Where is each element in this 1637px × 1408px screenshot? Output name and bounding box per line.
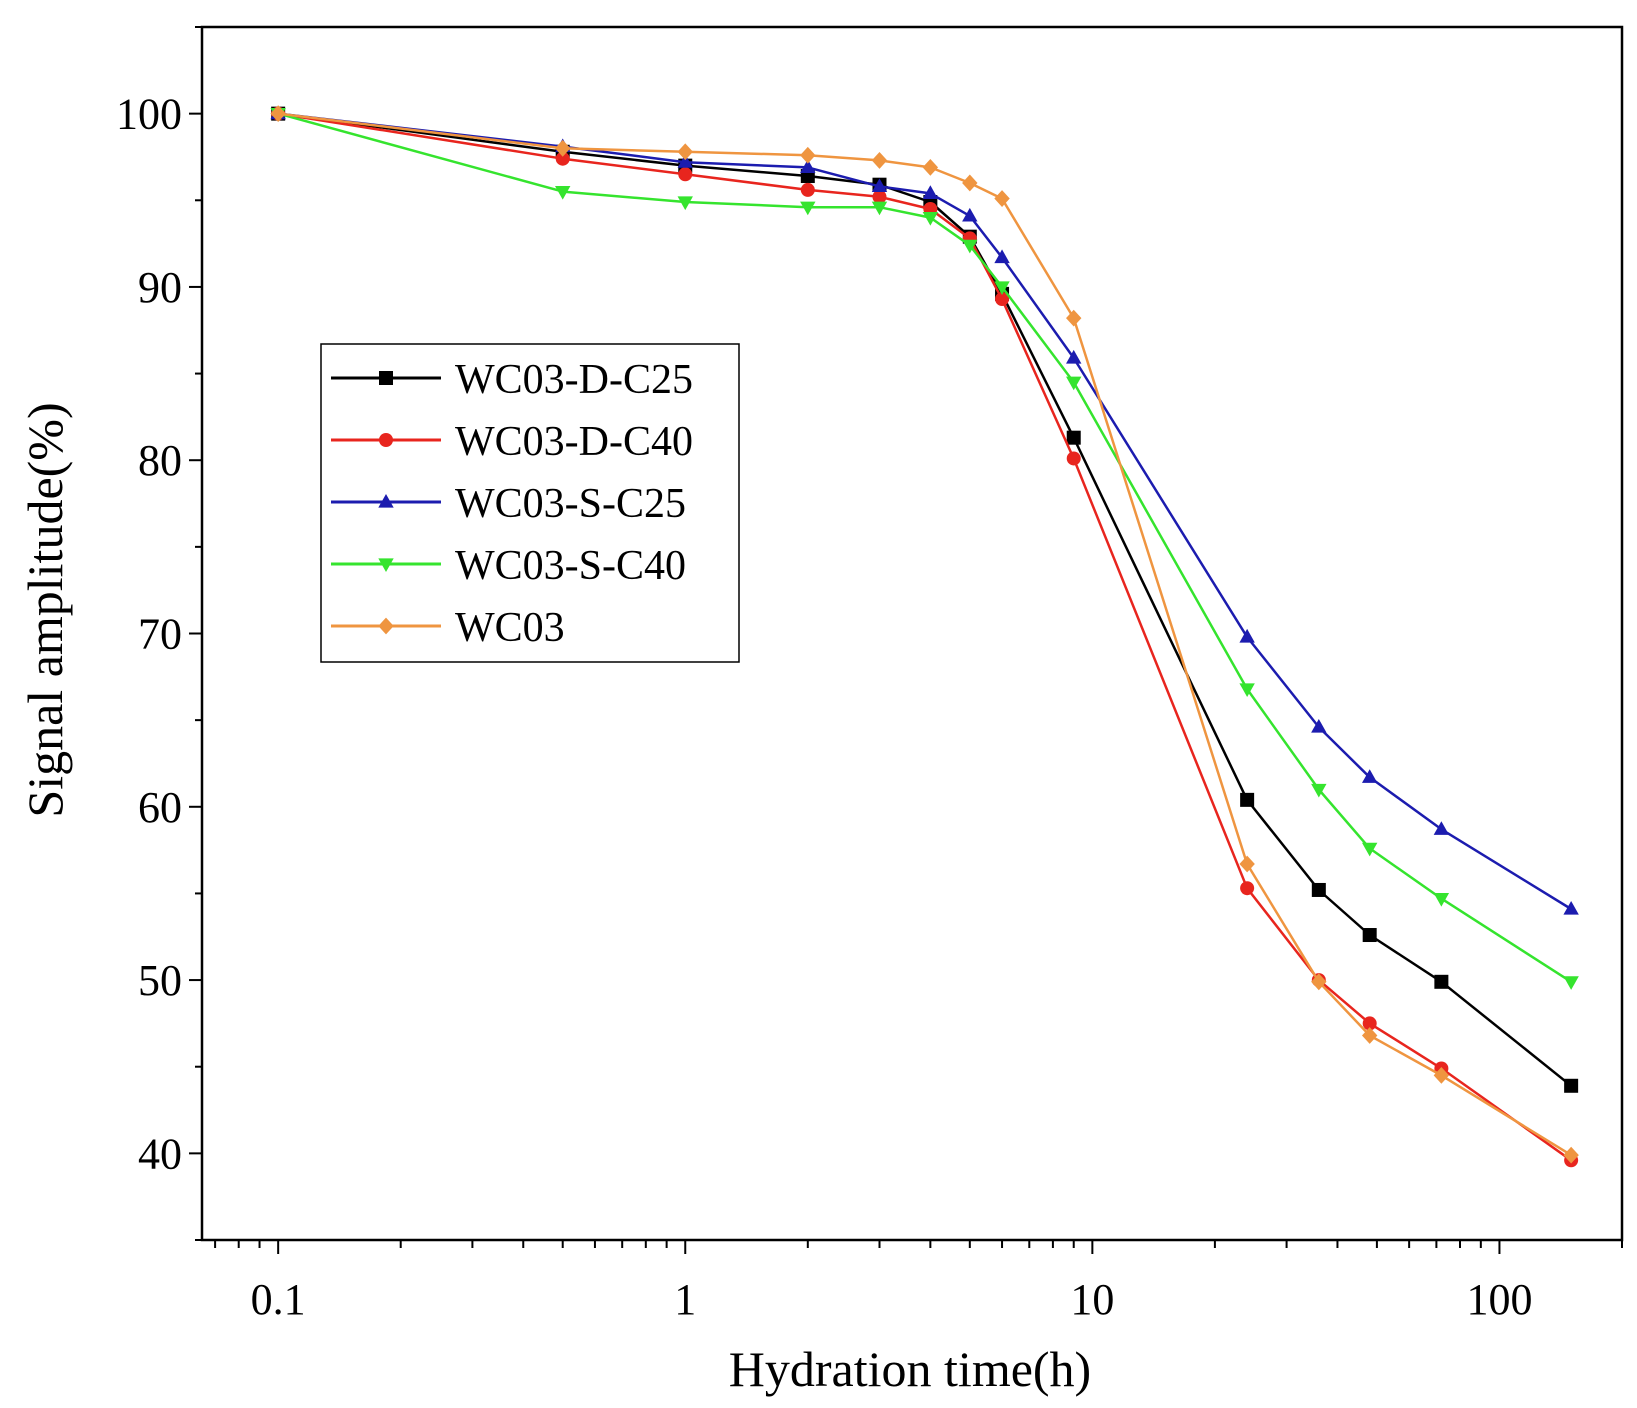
series-line [278, 112, 1572, 911]
data-point [1362, 1016, 1377, 1031]
legend-label: WC03 [455, 605, 565, 651]
data-point [922, 212, 939, 226]
legend-marker [379, 433, 393, 447]
series-line [278, 112, 1572, 1157]
data-point [871, 178, 888, 193]
legend-label: WC03-S-C40 [455, 543, 686, 589]
y-tick-label: 70 [138, 610, 182, 659]
data-series-group [270, 105, 1579, 1168]
x-axis-title: Hydration time(h) [729, 1341, 1091, 1397]
data-point [1066, 430, 1081, 445]
y-tick-label: 90 [138, 263, 182, 312]
data-point [677, 154, 693, 168]
data-point [872, 189, 887, 204]
legend-entry: WC03-S-C40 [331, 543, 686, 589]
x-tick-label: 0.1 [251, 1275, 306, 1324]
data-point [800, 146, 816, 164]
data-point [1434, 974, 1449, 989]
data-point [1361, 769, 1378, 783]
data-point [1240, 881, 1255, 896]
y-tick-label: 80 [138, 436, 182, 485]
data-point [800, 201, 816, 216]
data-point [922, 158, 939, 176]
y-tick-label: 40 [138, 1129, 182, 1178]
data-point [1564, 1078, 1579, 1093]
data-point [555, 139, 571, 157]
data-point [1433, 893, 1450, 907]
data-point [678, 167, 693, 182]
data-point [1311, 783, 1327, 798]
y-tick-label: 100 [116, 90, 182, 139]
legend-entry: WC03 [331, 605, 565, 651]
data-point [1433, 821, 1450, 835]
series-wc03 [270, 105, 1579, 1164]
data-point [1311, 882, 1326, 897]
x-tick-label: 100 [1466, 1275, 1532, 1324]
data-point [555, 151, 570, 166]
data-point [962, 239, 978, 254]
data-point [994, 190, 1010, 207]
data-point [800, 159, 816, 173]
series-line [278, 112, 1572, 1162]
legend-label: WC03-D-C40 [455, 419, 693, 465]
series-wc03-s-c25 [270, 105, 1579, 915]
legend-marker [378, 617, 394, 635]
data-point [677, 196, 693, 211]
data-point [555, 186, 571, 200]
data-point [1066, 376, 1082, 391]
data-point [994, 249, 1010, 264]
legend: WC03-D-C25 WC03-D-C40 WC03-S-C25 WC03-S-C40… [320, 343, 740, 663]
data-point [1311, 973, 1327, 991]
data-point [962, 207, 978, 222]
legend-marker [378, 558, 394, 573]
data-point [1239, 683, 1255, 698]
data-point [922, 185, 939, 199]
data-point [1361, 1027, 1378, 1044]
data-point [995, 292, 1010, 307]
data-point [1433, 1066, 1450, 1084]
legend-label: WC03-D-C25 [455, 357, 693, 403]
data-point [1066, 451, 1081, 466]
data-point [1563, 1146, 1579, 1164]
data-point [800, 182, 815, 197]
legend-entry: WC03-S-C25 [331, 481, 686, 527]
data-point [962, 174, 978, 192]
data-point [1239, 628, 1255, 643]
axis-ticks: 40 50 60 70 80 90 100 0.1 1 10 100 [116, 26, 1623, 1324]
y-tick-label: 50 [138, 956, 182, 1005]
data-point [270, 105, 286, 123]
y-axis-title: Signal amplitude(%) [17, 402, 73, 817]
legend-entry: WC03-D-C40 [331, 419, 693, 465]
data-point [1240, 792, 1255, 807]
y-tick-label: 60 [138, 783, 182, 832]
legend-label: WC03-S-C25 [455, 481, 686, 527]
data-point [994, 281, 1010, 295]
data-point [1563, 976, 1579, 990]
x-tick-label: 1 [674, 1275, 696, 1324]
series-wc03-s-c40 [270, 108, 1579, 990]
data-point [871, 201, 888, 216]
x-tick-label: 10 [1070, 1275, 1114, 1324]
data-point [1066, 349, 1082, 364]
data-point [871, 152, 888, 169]
data-point [1239, 855, 1255, 873]
data-point [1362, 928, 1377, 943]
legend-marker [378, 493, 394, 508]
legend-marker [379, 371, 393, 385]
series-line [277, 112, 1572, 983]
data-point [677, 143, 693, 161]
data-point [1361, 842, 1378, 857]
legend-entry: WC03-D-C25 [331, 357, 693, 403]
data-point [1066, 309, 1082, 327]
data-point [1563, 900, 1579, 915]
data-point [1311, 719, 1327, 733]
